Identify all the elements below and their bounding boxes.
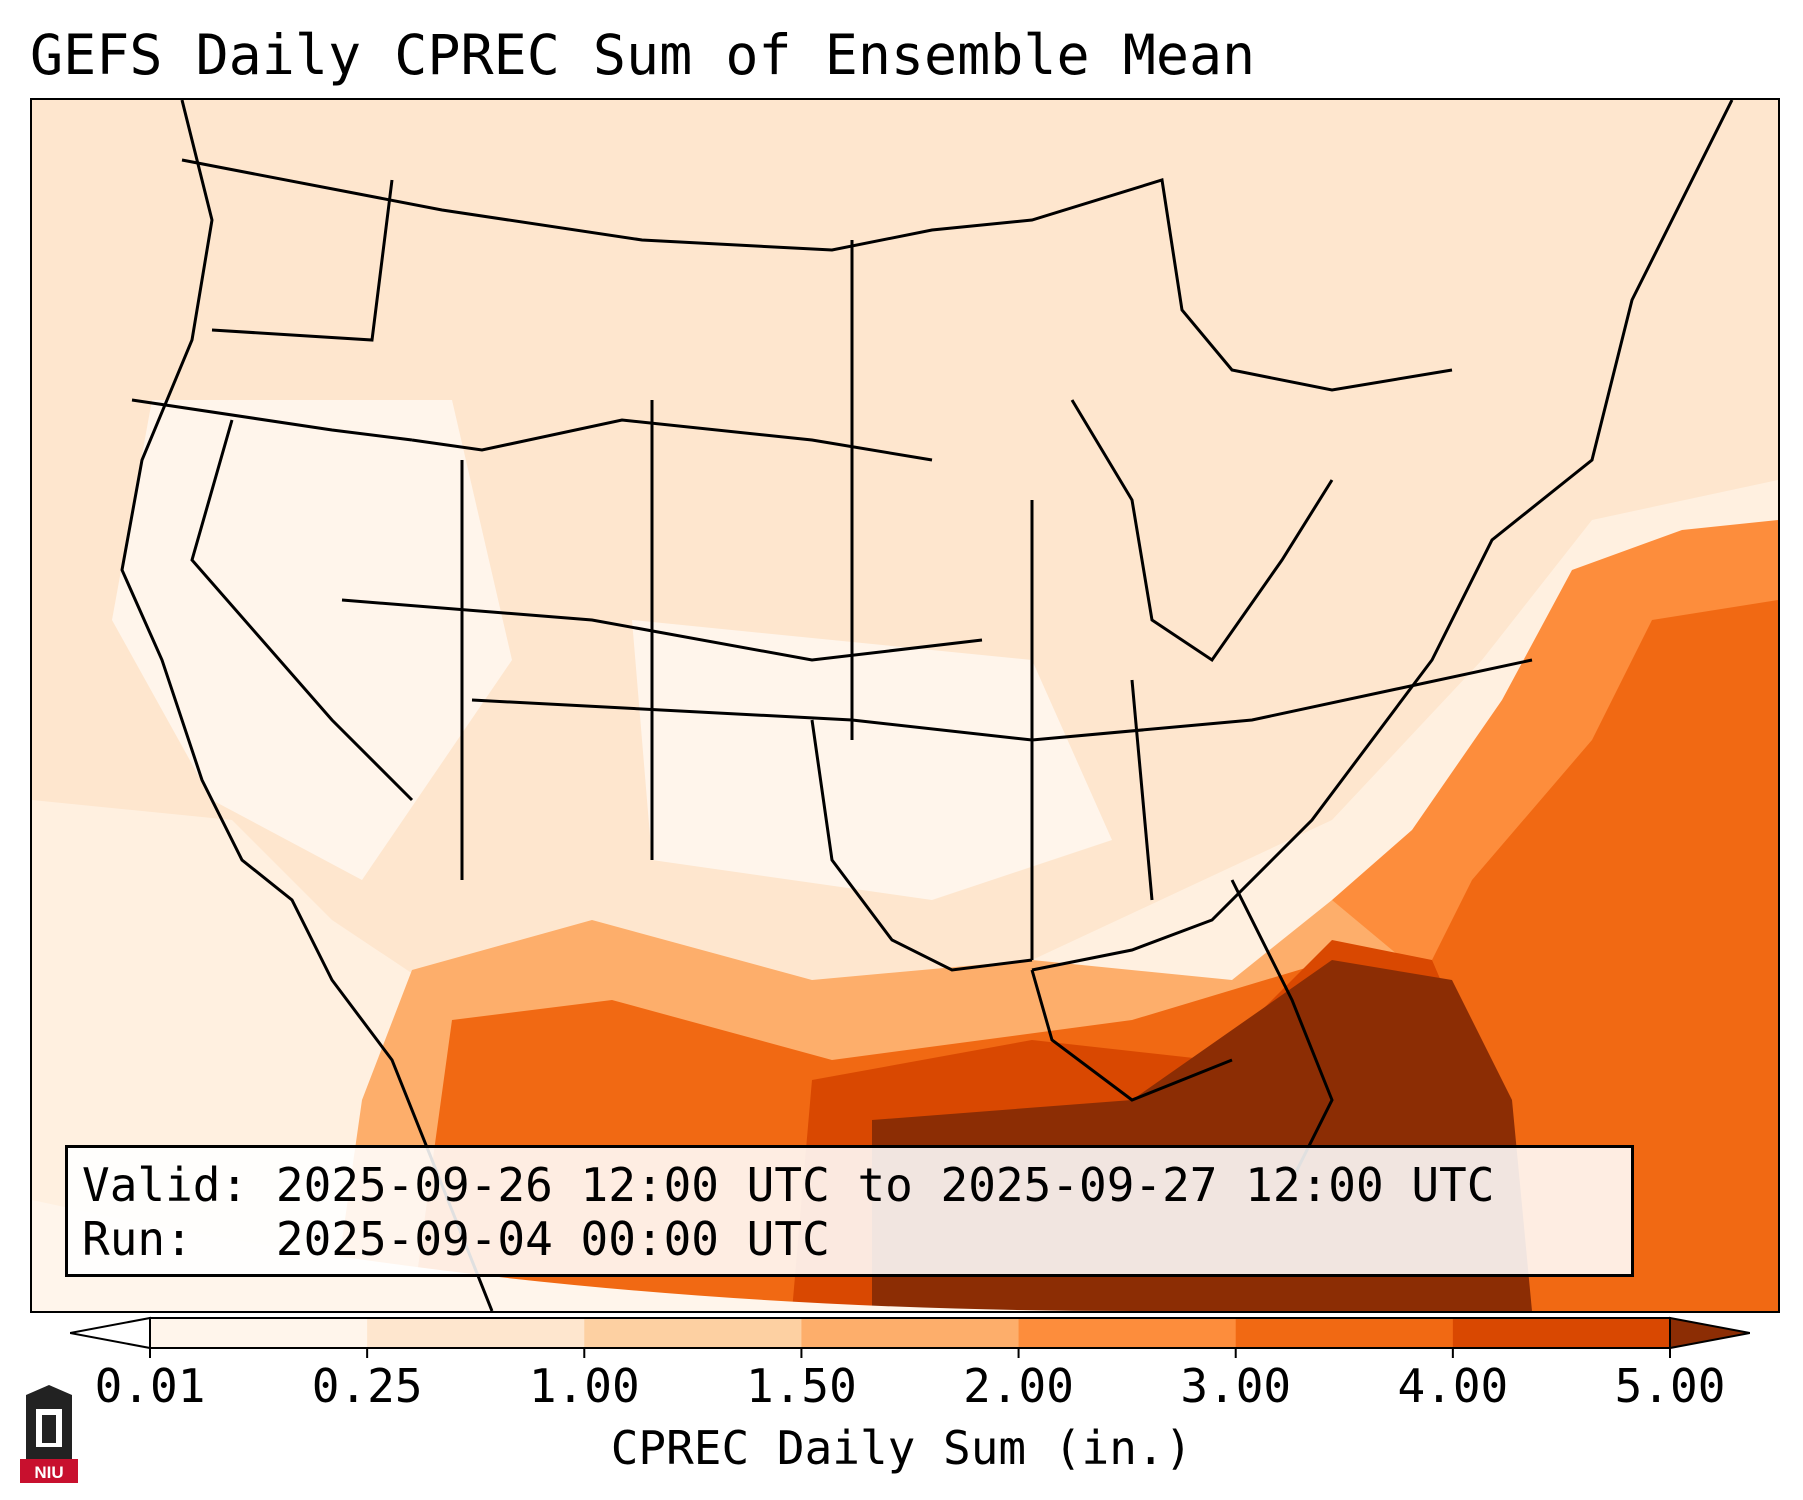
colorbar <box>70 1316 1750 1358</box>
map-title: GEFS Daily CPREC Sum of Ensemble Mean <box>30 23 1256 87</box>
colorbar-segment <box>1235 1318 1454 1348</box>
state-line-or-ca <box>131 398 413 442</box>
colorbar-tick-label: 0.25 <box>311 1359 423 1413</box>
canada-border <box>181 158 1453 392</box>
east-coastline <box>1031 100 1734 972</box>
great-lakes <box>1070 399 1334 663</box>
colorbar-tick-label: 1.00 <box>528 1359 640 1413</box>
pacific-coastline <box>120 100 494 1311</box>
texas-outline <box>810 719 1033 972</box>
colorbar-tick-label: 5.00 <box>1614 1359 1726 1413</box>
run-value: 2025-09-04 00:00 UTC <box>275 1212 830 1266</box>
colorbar-segment <box>1018 1318 1237 1348</box>
valid-value: 2025-09-26 12:00 UTC to 2025-09-27 12:00… <box>275 1158 1495 1212</box>
map-canvas <box>32 100 1778 1311</box>
state-line-meridian-5 <box>1130 679 1154 901</box>
precip-light-field <box>32 100 1778 1000</box>
niu-logo: NIU <box>20 1385 78 1485</box>
colorbar-tick-label: 1.50 <box>746 1359 857 1413</box>
valid-run-info-box: Valid: 2025-09-26 12:00 UTC to 2025-09-2… <box>65 1145 1634 1277</box>
colorbar-segment <box>801 1318 1020 1348</box>
colorbar-segment <box>367 1318 585 1348</box>
precip-trace-west <box>112 400 512 880</box>
valid-label: Valid: <box>82 1158 249 1212</box>
university-tower-icon: NIU <box>20 1385 78 1483</box>
gulf-coastline <box>1030 969 1233 1102</box>
colorbar-label: CPREC Daily Sum (in.) <box>610 1421 1193 1475</box>
precip-map <box>30 98 1780 1313</box>
colorbar-tick-label: 0.01 <box>94 1359 206 1413</box>
colorbar-tick-label: 2.00 <box>963 1359 1074 1413</box>
precip-trace-plains <box>632 620 1112 900</box>
logo-text: NIU <box>34 1463 63 1482</box>
state-line-ca-nv <box>190 419 414 802</box>
state-line-central <box>341 598 983 662</box>
colorbar-tick-label: 3.00 <box>1180 1359 1292 1413</box>
us-boundaries <box>120 100 1734 1311</box>
colorbar-under-extension <box>70 1316 151 1350</box>
map-projection-edge <box>32 1200 1132 1311</box>
run-label: Run: <box>82 1212 193 1266</box>
florida-outline <box>1230 879 1334 1181</box>
colorbar-over-extension <box>1669 1316 1750 1350</box>
colorbar-outline <box>149 1317 1671 1349</box>
colorbar-tick-label: 4.00 <box>1397 1359 1509 1413</box>
colorbar-segment <box>1452 1318 1671 1348</box>
colorbar-segment <box>584 1318 802 1348</box>
state-line-wa-or <box>211 179 394 342</box>
colorbar-segment <box>150 1318 368 1348</box>
